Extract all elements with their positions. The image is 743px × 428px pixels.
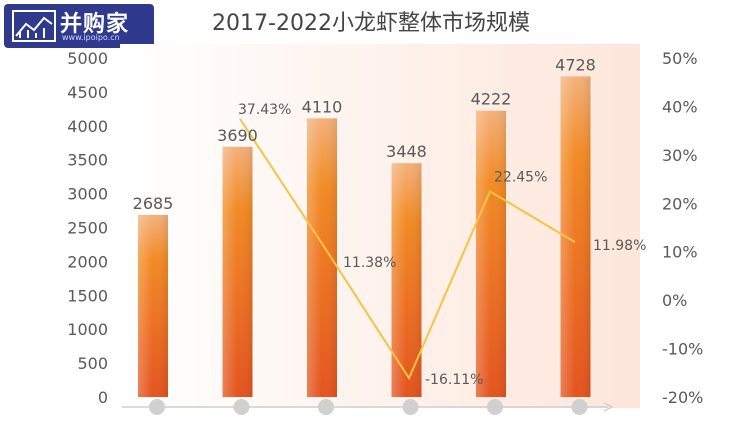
logo: 并购家 www.ipoipo.cn [4, 4, 154, 48]
x-axis-arrow [603, 402, 614, 412]
y-right-tick-label: 30% [662, 146, 698, 165]
bar-value-label: 2685 [133, 194, 174, 213]
y-right-tick-label: 20% [662, 194, 698, 213]
y-left-tick-label: 2500 [67, 219, 108, 238]
y-right-tick-label: -20% [662, 388, 703, 407]
line-value-label: 37.43% [238, 102, 291, 118]
bar-value-label: 4222 [471, 90, 512, 109]
chart-logo-icon [12, 10, 56, 42]
growth-line [239, 118, 576, 381]
logo-url: www.ipoipo.cn [62, 33, 120, 42]
y-left-tick-label: 2000 [67, 252, 108, 271]
bar-value-label: 4728 [555, 55, 596, 74]
y-left-tick-label: 4000 [67, 117, 108, 136]
y-left-tick-label: 0 [98, 388, 108, 407]
y-right-tick-label: 0% [662, 291, 687, 310]
x-category-marker [318, 399, 334, 415]
x-category-marker [402, 399, 419, 415]
logo-name: 并购家 [60, 12, 130, 37]
plot-background [120, 44, 640, 408]
bar-shading [476, 110, 506, 397]
bar-shading [307, 118, 337, 397]
bar-shading [138, 214, 168, 397]
bar-shading [222, 146, 253, 397]
bar-value-label: 3690 [217, 126, 258, 145]
bar-value-label: 4110 [302, 97, 343, 116]
y-left-tick-label: 1500 [67, 286, 108, 305]
y-right-tick-label: 10% [662, 243, 698, 262]
x-category-marker [571, 399, 588, 415]
line-value-label: 11.98% [593, 238, 646, 254]
line-value-label: 11.38% [343, 255, 396, 271]
y-left-tick-label: 3500 [67, 151, 108, 170]
y-right-tick-label: 40% [662, 97, 698, 116]
x-category-marker [233, 399, 250, 415]
y-left-tick-label: 4500 [67, 83, 108, 102]
line-value-label: 22.45% [494, 169, 547, 185]
x-category-marker [149, 399, 165, 415]
line-value-label: -16.11% [425, 372, 483, 388]
y-left-tick-label: 500 [77, 354, 108, 373]
x-category-marker [487, 399, 503, 415]
y-left-tick-label: 1000 [67, 320, 108, 339]
y-right-tick-label: -10% [662, 340, 703, 359]
y-right-tick-label: 50% [662, 49, 698, 68]
chart-title: 2017-2022小龙虾整体市场规模 [212, 11, 530, 36]
y-left-tick-label: 3000 [67, 185, 108, 204]
y-left-tick-label: 5000 [67, 49, 108, 68]
bar-value-label: 3448 [386, 142, 427, 161]
